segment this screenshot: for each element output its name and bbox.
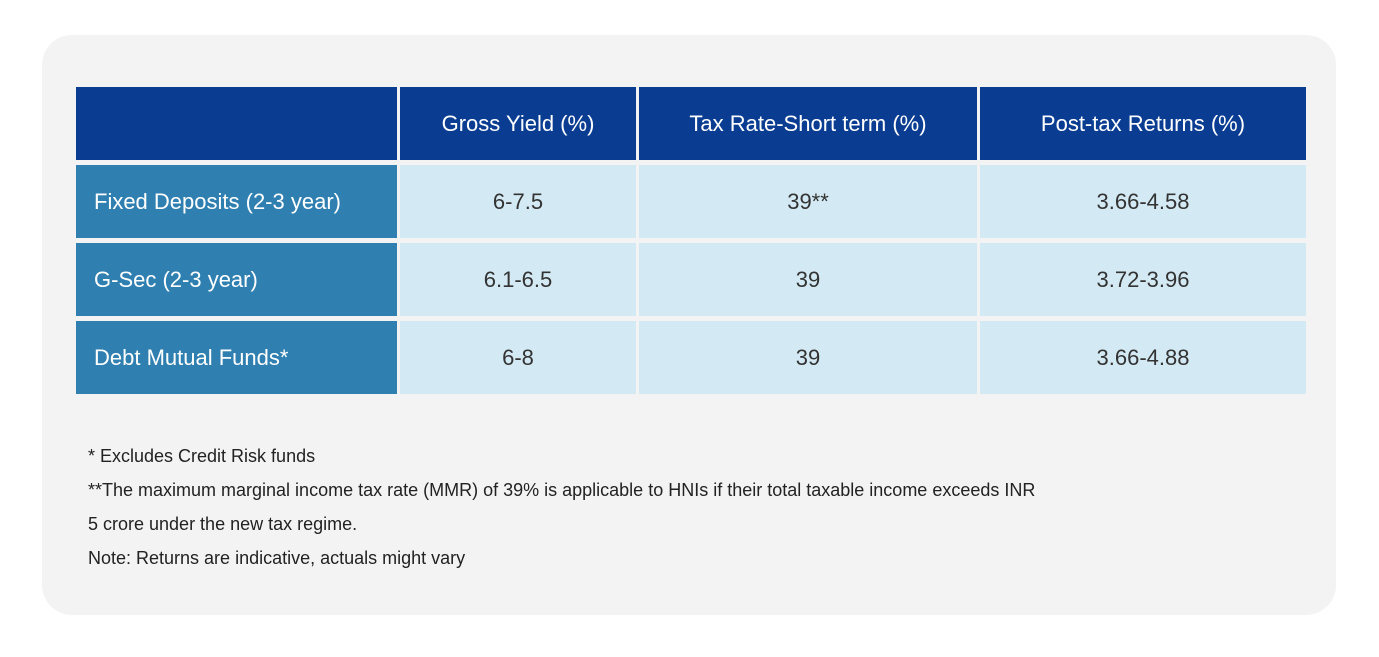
header-tax-rate: Tax Rate-Short term (%) (639, 87, 977, 160)
table-row: G-Sec (2-3 year) 6.1-6.5 39 3.72-3.96 (76, 243, 1306, 316)
row-label: G-Sec (2-3 year) (76, 243, 397, 316)
tax-rate-cell: 39 (639, 321, 977, 394)
tax-rate-cell: 39 (639, 243, 977, 316)
post-tax-cell: 3.66-4.58 (980, 165, 1306, 238)
footnotes: * Excludes Credit Risk funds **The maxim… (88, 439, 1248, 575)
tax-rate-cell: 39** (639, 165, 977, 238)
post-tax-cell: 3.66-4.88 (980, 321, 1306, 394)
gross-yield-cell: 6-8 (400, 321, 636, 394)
gross-yield-cell: 6.1-6.5 (400, 243, 636, 316)
row-label: Debt Mutual Funds* (76, 321, 397, 394)
post-tax-cell: 3.72-3.96 (980, 243, 1306, 316)
header-gross-yield: Gross Yield (%) (400, 87, 636, 160)
gross-yield-cell: 6-7.5 (400, 165, 636, 238)
table-header-row: Gross Yield (%) Tax Rate-Short term (%) … (76, 87, 1306, 160)
header-blank-cell (76, 87, 397, 160)
returns-comparison-table: Gross Yield (%) Tax Rate-Short term (%) … (73, 82, 1309, 399)
footnote-disclaimer: Note: Returns are indicative, actuals mi… (88, 548, 466, 568)
header-post-tax-returns: Post-tax Returns (%) (980, 87, 1306, 160)
table-row: Debt Mutual Funds* 6-8 39 3.66-4.88 (76, 321, 1306, 394)
footnote-mmr: **The maximum marginal income tax rate (… (88, 480, 1036, 500)
info-card: Gross Yield (%) Tax Rate-Short term (%) … (42, 35, 1336, 615)
table-row: Fixed Deposits (2-3 year) 6-7.5 39** 3.6… (76, 165, 1306, 238)
footnote-mmr-continued: 5 crore under the new tax regime. (88, 514, 358, 534)
footnote-credit-risk: * Excludes Credit Risk funds (88, 446, 316, 466)
row-label: Fixed Deposits (2-3 year) (76, 165, 397, 238)
